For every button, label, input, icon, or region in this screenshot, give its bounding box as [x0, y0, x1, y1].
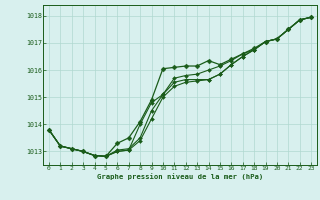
X-axis label: Graphe pression niveau de la mer (hPa): Graphe pression niveau de la mer (hPa): [97, 173, 263, 180]
